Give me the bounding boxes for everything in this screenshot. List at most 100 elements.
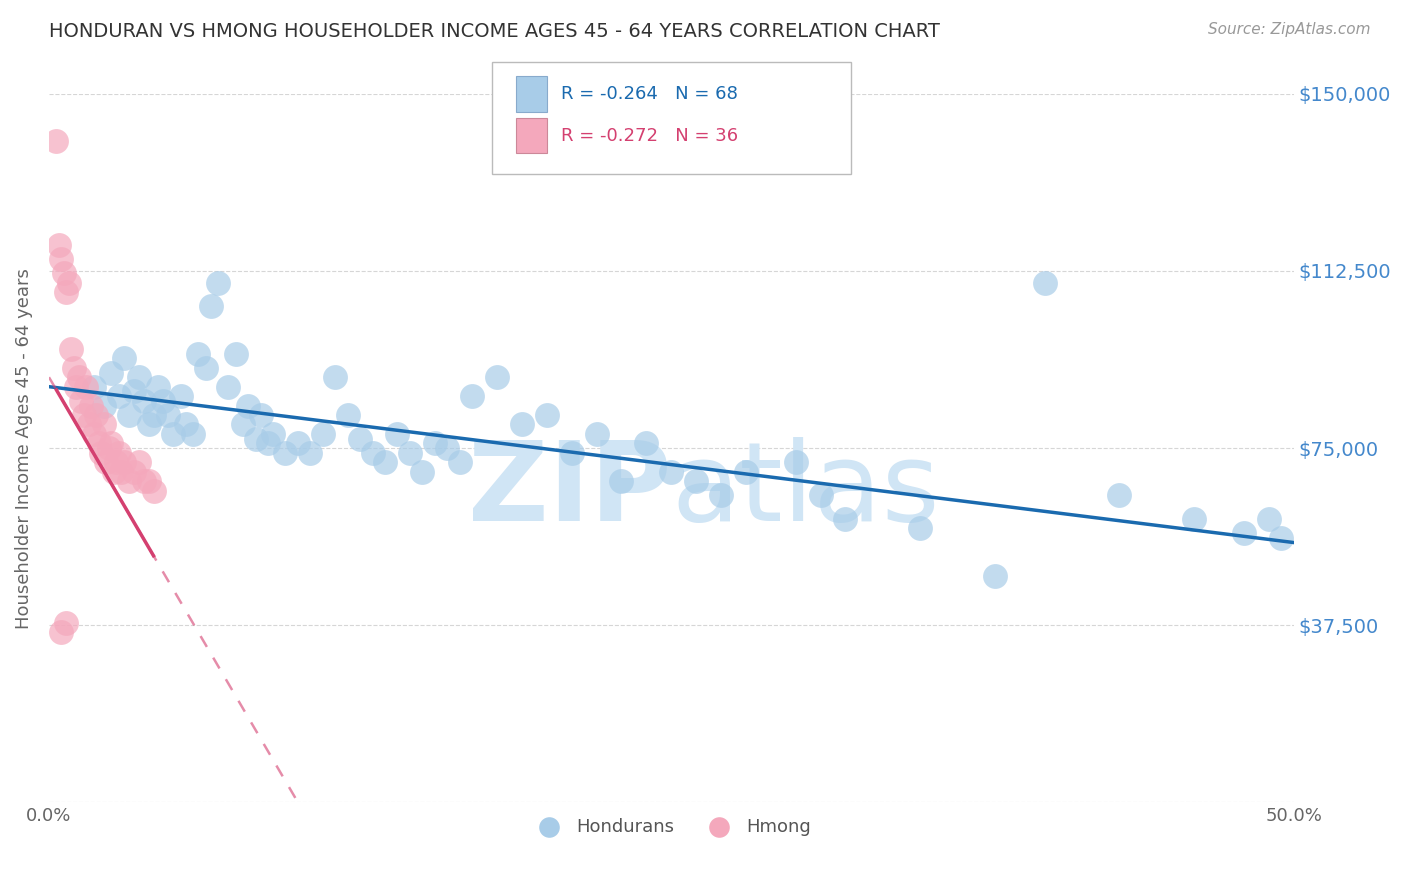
Point [200, 299, 222, 313]
Point [187, 346, 209, 360]
Point [323, 370, 346, 384]
Point [207, 276, 229, 290]
Point [67, 370, 90, 384]
Point [659, 465, 682, 479]
Y-axis label: Householder Income Ages 45 - 64 years: Householder Income Ages 45 - 64 years [15, 268, 32, 629]
Point [349, 432, 371, 446]
Point [908, 521, 931, 535]
Point [112, 351, 135, 366]
Text: R = -0.272   N = 36: R = -0.272 N = 36 [561, 127, 738, 145]
Point [217, 379, 239, 393]
Point [399, 446, 422, 460]
Point [287, 436, 309, 450]
Point [138, 417, 160, 432]
Point [225, 346, 247, 360]
Point [107, 389, 129, 403]
Point [485, 370, 508, 384]
Point [80, 399, 103, 413]
Text: atlas: atlas [671, 437, 939, 544]
Point [51, 252, 73, 267]
Point [299, 446, 322, 460]
Point [52, 266, 75, 280]
Point [685, 474, 707, 488]
Point [249, 408, 271, 422]
Point [103, 465, 125, 479]
Point [87, 436, 110, 450]
Point [105, 455, 128, 469]
Point [93, 399, 115, 413]
Legend: Hondurans, Hmong: Hondurans, Hmong [524, 811, 818, 843]
Point [100, 366, 122, 380]
Point [262, 426, 284, 441]
Point [75, 379, 97, 393]
Point [194, 360, 217, 375]
Point [610, 474, 633, 488]
Point [423, 436, 446, 450]
Point [107, 446, 129, 460]
Point [785, 455, 807, 469]
Point [73, 408, 96, 422]
Point [93, 417, 115, 432]
Point [60, 342, 83, 356]
Point [361, 446, 384, 460]
Point [461, 389, 484, 403]
Point [112, 455, 135, 469]
Text: ZIP: ZIP [468, 437, 671, 544]
Point [122, 384, 145, 399]
Point [1233, 526, 1256, 541]
Point [984, 568, 1007, 582]
Point [735, 465, 758, 479]
Point [100, 436, 122, 450]
Point [510, 417, 533, 432]
Point [148, 379, 170, 393]
Point [810, 488, 832, 502]
Point [45, 134, 67, 148]
Point [1108, 488, 1130, 502]
Point [84, 408, 107, 422]
Point [55, 285, 77, 300]
Point [710, 488, 733, 502]
Point [232, 417, 254, 432]
Point [536, 408, 558, 422]
Point [449, 455, 471, 469]
Point [387, 426, 409, 441]
Point [132, 393, 155, 408]
Point [1182, 512, 1205, 526]
Point [51, 625, 73, 640]
Point [585, 426, 607, 441]
Point [162, 426, 184, 441]
Point [142, 483, 165, 498]
Point [77, 417, 100, 432]
Point [152, 393, 174, 408]
Text: Source: ZipAtlas.com: Source: ZipAtlas.com [1208, 22, 1371, 37]
Point [236, 399, 259, 413]
Point [48, 238, 70, 252]
Point [96, 455, 118, 469]
Point [374, 455, 396, 469]
Point [411, 465, 433, 479]
Point [58, 276, 80, 290]
Point [636, 436, 658, 450]
Point [70, 393, 93, 408]
Point [117, 408, 139, 422]
Point [257, 436, 280, 450]
Point [561, 446, 583, 460]
Point [122, 465, 145, 479]
Point [1257, 512, 1279, 526]
Point [65, 379, 87, 393]
Point [834, 512, 856, 526]
Point [117, 474, 139, 488]
Point [170, 389, 193, 403]
Point [128, 370, 150, 384]
Point [90, 446, 112, 460]
Point [97, 441, 120, 455]
Point [83, 379, 105, 393]
Text: R = -0.264   N = 68: R = -0.264 N = 68 [561, 85, 738, 103]
Point [55, 615, 77, 630]
Point [312, 426, 335, 441]
Point [83, 426, 105, 441]
Point [245, 432, 267, 446]
Point [128, 455, 150, 469]
Point [157, 408, 180, 422]
Point [132, 474, 155, 488]
